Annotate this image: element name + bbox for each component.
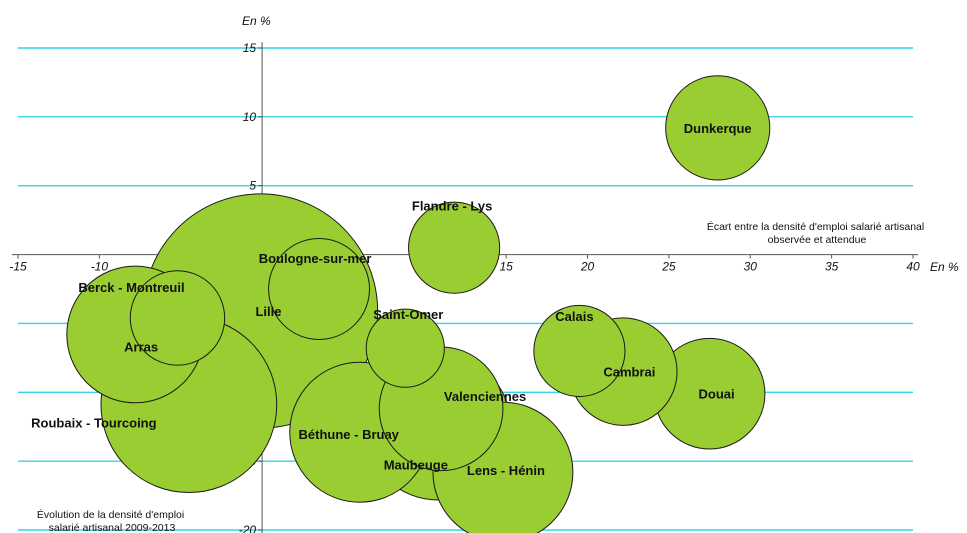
bubble-labels: Dunkerque Flandre - Lys Boulogne-sur-mer Li…: [31, 121, 752, 478]
y-tick-label: 5: [249, 179, 256, 193]
y-unit-label: En %: [242, 14, 271, 28]
bubble-label: Lille: [255, 304, 281, 319]
bubble-saint-omer: [365, 308, 445, 388]
bubble-label: Maubeuge: [384, 458, 448, 473]
bubbles: [66, 75, 771, 533]
bubble-boulogne-sur-mer: [268, 238, 370, 340]
bubble-label: Roubaix - Tourcoing: [31, 416, 156, 431]
bubble-label: Saint-Omer: [373, 307, 443, 322]
x-axis-title: Écart entre la densité d'emploi salarié …: [707, 220, 927, 246]
bubble-label: Calais: [555, 309, 593, 324]
x-tick-label: 25: [661, 260, 676, 274]
x-tick-label: 40: [906, 260, 920, 274]
y-axis-title: Évolution de la densité d'emploi salarié…: [37, 508, 187, 533]
x-unit-label: En %: [930, 260, 959, 274]
bubble-flandre-lys: [408, 201, 501, 294]
bubble-label: Douai: [699, 387, 735, 402]
y-tick-label: 10: [243, 110, 257, 124]
bubble-label: Boulogne-sur-mer: [259, 251, 372, 266]
bubble-label: Flandre - Lys: [412, 199, 492, 214]
bubble-berck-montreuil: [129, 270, 226, 366]
bubble-label: Béthune - Bruay: [299, 427, 400, 442]
bubble-calais: [533, 304, 626, 398]
bubble-label: Dunkerque: [684, 121, 752, 136]
bubble-label: Arras: [124, 339, 158, 354]
x-tick-label: 35: [825, 260, 839, 274]
bubble-dunkerque: [665, 75, 771, 181]
bubble-label: Berck - Montreuil: [78, 280, 184, 295]
x-tick-label: 15: [500, 260, 514, 274]
bubble-label: Cambrai: [603, 365, 655, 380]
bubble-label: Valenciennes: [444, 389, 526, 404]
x-tick-label: 30: [744, 260, 758, 274]
y-tick-label: 15: [243, 41, 257, 55]
x-tick-label: 20: [580, 260, 595, 274]
bubble-label: Lens - Hénin: [467, 463, 545, 478]
x-tick-label: -15: [9, 260, 27, 274]
x-tick-label: -10: [91, 260, 109, 274]
y-tick-label: -20: [239, 523, 257, 533]
